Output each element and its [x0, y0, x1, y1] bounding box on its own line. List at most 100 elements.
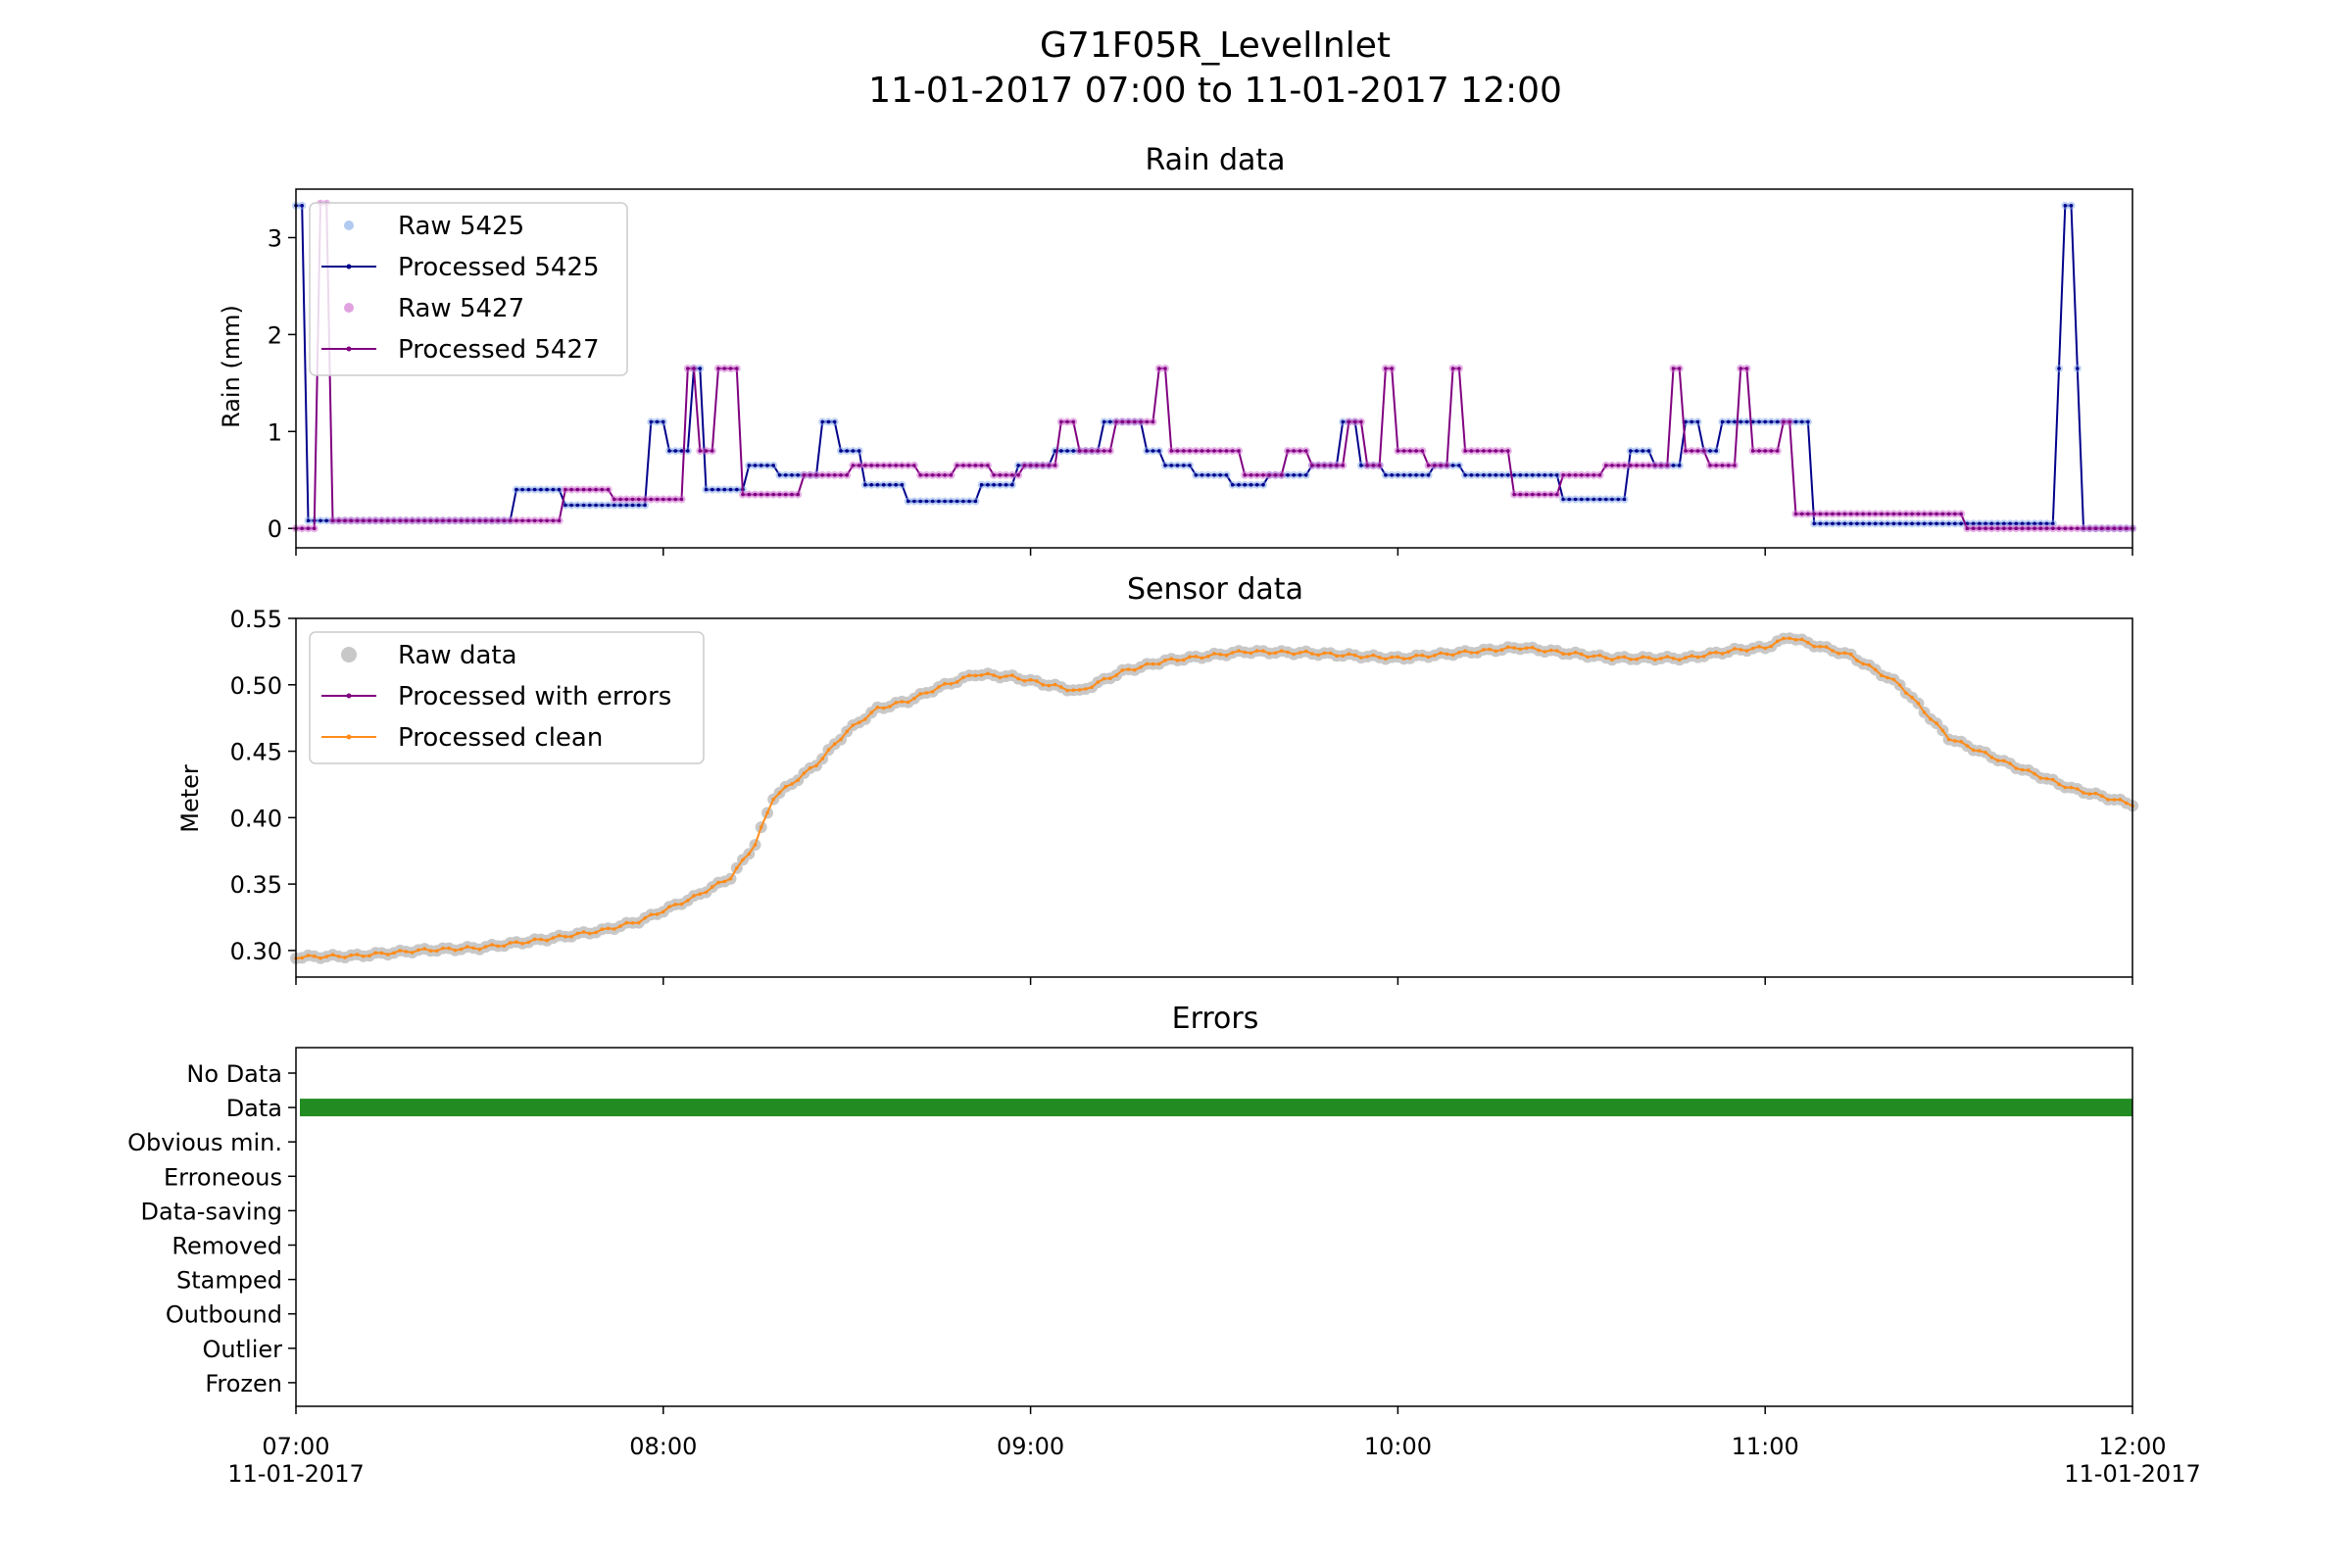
processed-5425-point — [1224, 473, 1229, 477]
processed-5427-point — [992, 473, 996, 477]
processed-clean-point — [1096, 680, 1101, 684]
processed-clean-point — [765, 810, 769, 815]
processed-5425-point — [637, 503, 641, 508]
processed-5427-point — [1953, 512, 1957, 516]
processed-5427-point — [2014, 526, 2019, 530]
processed-clean-point — [949, 682, 954, 686]
processed-5425-point — [765, 464, 769, 467]
processed-5425-point — [1635, 449, 1639, 453]
processed-5427-point — [869, 464, 873, 467]
processed-5425-point — [649, 419, 654, 424]
processed-5425-point — [1886, 521, 1889, 526]
processed-5427-point — [1978, 526, 1982, 530]
processed-clean-point — [1775, 639, 1780, 644]
processed-5427-point — [1120, 419, 1125, 424]
processed-5427-point — [1237, 449, 1241, 453]
processed-5427-point — [875, 464, 880, 467]
processed-clean-point — [998, 675, 1003, 680]
processed-clean-point — [1371, 653, 1376, 658]
processed-clean-point — [1065, 688, 1069, 693]
processed-clean-point — [1151, 662, 1155, 666]
errors-panel: Errors No Data Data Obvious min. Erroneous D… — [127, 1002, 2133, 1414]
processed-5425-point — [728, 487, 733, 492]
processed-5427-point — [368, 518, 371, 523]
processed-5425-point — [979, 482, 984, 487]
processed-5427-point — [1182, 449, 1186, 453]
processed-5425-point — [618, 503, 622, 508]
processed-5425-point — [673, 449, 678, 453]
processed-5427-point — [1537, 492, 1541, 497]
processed-clean-point — [490, 943, 494, 947]
processed-clean-point — [735, 866, 739, 870]
processed-5427-point — [1377, 464, 1382, 467]
processed-5427-point — [1341, 464, 1345, 467]
processed-5427-point — [1218, 449, 1222, 453]
processed-clean-point — [1475, 651, 1480, 655]
processed-5427-point — [888, 464, 892, 467]
processed-5425-point — [1897, 521, 1902, 526]
processed-clean-point — [379, 951, 384, 956]
processed-5425-point — [1690, 419, 1693, 424]
processed-5427-point — [662, 497, 665, 502]
processed-clean-point — [557, 933, 562, 938]
processed-5427-point — [643, 497, 647, 502]
processed-clean-point — [1439, 651, 1443, 656]
processed-5427-point — [1646, 464, 1651, 467]
processed-5425-point — [771, 464, 775, 467]
processed-5425-point — [2051, 521, 2055, 526]
processed-5427-point — [1806, 512, 1810, 516]
processed-clean-point — [1133, 667, 1137, 672]
processed-5427-point — [1622, 464, 1627, 467]
processed-5425-point — [992, 482, 996, 487]
processed-clean-point — [1506, 645, 1510, 650]
processed-5425-point — [869, 482, 873, 487]
processed-5427-point — [1157, 367, 1161, 370]
processed-5425-point — [735, 487, 739, 492]
processed-5427-point — [1347, 419, 1351, 424]
processed-5427-point — [1292, 449, 1296, 453]
processed-5427-point — [588, 487, 592, 492]
processed-clean-point — [1108, 676, 1112, 680]
processed-5427-point — [1616, 464, 1621, 467]
processed-5425-point — [759, 464, 763, 467]
processed-clean-point — [1916, 701, 1921, 706]
processed-clean-point — [1695, 655, 1700, 660]
processed-5427-point — [1494, 449, 1498, 453]
processed-clean-point — [1922, 710, 1927, 714]
processed-5427-point — [1701, 449, 1706, 453]
processed-clean-point — [2063, 785, 2068, 790]
processed-5425-point — [845, 449, 849, 453]
processed-5427-point — [1793, 512, 1798, 516]
processed-clean-point — [1328, 651, 1333, 656]
processed-clean-point — [1322, 651, 1327, 656]
y-tick-label: 1 — [268, 418, 282, 446]
processed-5427-point — [1629, 464, 1633, 467]
processed-5425-point — [1812, 521, 1816, 526]
processed-clean-point — [1622, 655, 1627, 660]
processed-5427-point — [1886, 512, 1889, 516]
processed-5427-point — [336, 518, 341, 523]
processed-5427-point — [1396, 449, 1400, 453]
processed-5427-point — [1580, 473, 1584, 477]
processed-5425-point — [1512, 473, 1516, 477]
processed-clean-point — [1799, 637, 1804, 642]
processed-5427-point — [1610, 464, 1614, 467]
processed-5425-point — [686, 449, 690, 453]
processed-5427-point — [2106, 526, 2110, 530]
processed-clean-point — [1426, 655, 1431, 660]
processed-5427-point — [398, 518, 403, 523]
processed-clean-point — [728, 876, 733, 881]
processed-clean-point — [520, 942, 524, 946]
processed-5427-point — [1457, 367, 1461, 370]
processed-clean-point — [2118, 798, 2123, 802]
processed-5427-point — [483, 518, 488, 523]
processed-clean-point — [1940, 728, 1945, 733]
processed-clean-point — [600, 927, 605, 931]
processed-5427-point — [2100, 526, 2104, 530]
processed-5427-point — [612, 497, 616, 502]
processed-clean-point — [1616, 656, 1621, 660]
processed-5425-point — [306, 518, 311, 523]
processed-clean-point — [943, 681, 947, 686]
processed-5425-point — [1450, 464, 1455, 467]
processed-clean-point — [1401, 657, 1406, 661]
